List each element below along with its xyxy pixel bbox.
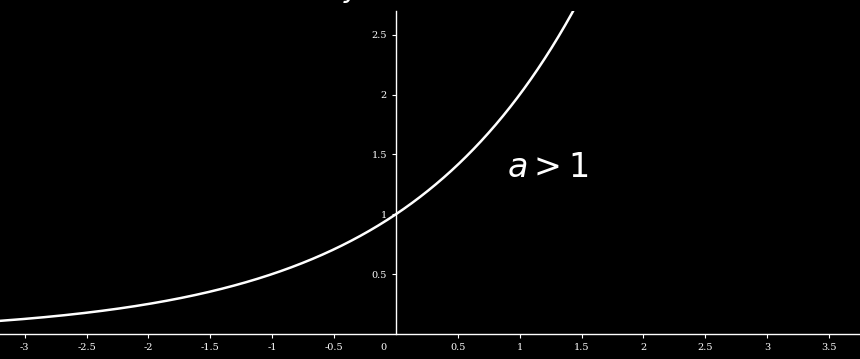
Text: $\mathbf{\mathit{a}} > 1$: $\mathbf{\mathit{a}} > 1$ [507,151,589,184]
Text: 0: 0 [380,344,386,353]
Text: $\mathit{y}$: $\mathit{y}$ [343,0,362,5]
